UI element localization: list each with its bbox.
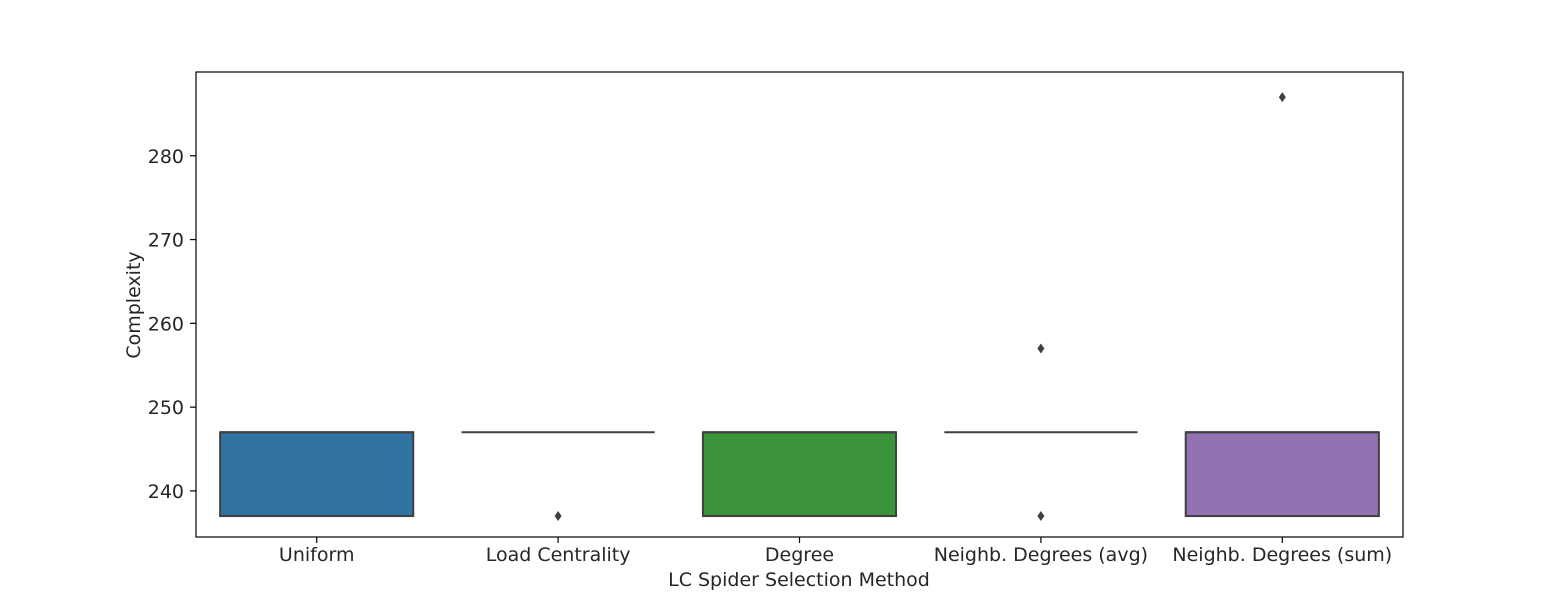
chart-marks (219, 92, 1380, 522)
y-tick-label: 240 (148, 481, 184, 503)
y-tick-label: 260 (148, 313, 184, 335)
box-body (1184, 431, 1380, 518)
x-tick-label: Uniform (279, 544, 355, 566)
box-body (219, 431, 415, 518)
y-tick-label: 270 (148, 230, 184, 252)
box-group (1184, 92, 1380, 518)
x-tick-label: Degree (765, 544, 834, 566)
box-group (701, 431, 898, 518)
y-tick-label: 280 (148, 146, 184, 168)
y-axis-ticks: 240 250 260 270 280 (148, 146, 196, 503)
outlier-point (554, 511, 562, 522)
x-tick-label: Neighb. Degrees (avg) (934, 544, 1148, 566)
outlier-point (1278, 92, 1286, 103)
x-tick-label: Neighb. Degrees (sum) (1172, 544, 1392, 566)
box-group (219, 431, 415, 518)
x-axis-label: LC Spider Selection Method (668, 569, 930, 591)
outlier-point (1037, 511, 1045, 522)
box-group (461, 431, 655, 522)
outlier-point (1037, 343, 1045, 354)
y-axis-label: Complexity (123, 251, 145, 358)
box-group (944, 343, 1138, 522)
box-body (701, 431, 898, 518)
plot-frame (195, 71, 1404, 538)
x-axis-ticks: Uniform Load Centrality Degree Neighb. Degr… (279, 537, 1392, 566)
y-tick-label: 250 (148, 397, 184, 419)
x-tick-label: Load Centrality (486, 544, 631, 566)
